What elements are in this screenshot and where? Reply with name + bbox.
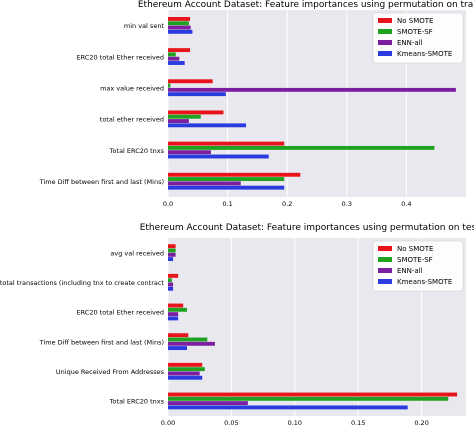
legend-label: ENN-all: [397, 267, 423, 275]
legend: No SMOTE SMOTE-SF ENN-all Kmeans-SMOTE: [372, 12, 464, 64]
legend-label: SMOTE-SF: [397, 28, 433, 36]
category-label: min val sent: [124, 22, 165, 30]
train-chart-svg: Ethereum Account Dataset: Feature import…: [39, 0, 474, 208]
chart-title: Ethereum Account Dataset: Feature import…: [140, 223, 474, 233]
legend-swatch: [378, 18, 392, 23]
legend-box: [372, 12, 464, 64]
x-tick-label: 0.20: [414, 419, 428, 427]
bar-smote-sf-3: [168, 114, 201, 119]
bar-kmeans-smote-1: [168, 286, 174, 291]
bar-smote-sf-2: [168, 307, 188, 312]
test-importance-chart: Ethereum Account Dataset: Feature import…: [0, 218, 474, 431]
bar-kmeans-smote-3: [168, 346, 188, 351]
bar-kmeans-smote-1: [168, 61, 185, 65]
legend-swatch: [378, 268, 392, 273]
x-tick-label: 0.4: [401, 200, 411, 208]
category-label: avg val received: [110, 249, 164, 257]
bar-no-smote-1: [168, 273, 179, 278]
legend: No SMOTE SMOTE-SF ENN-all Kmeans-SMOTE: [372, 240, 464, 292]
bar-enn-all-3: [168, 119, 189, 123]
legend-label: No SMOTE: [397, 245, 433, 253]
bar-enn-all-3: [168, 341, 215, 346]
legend-label: Kmeans-SMOTE: [397, 50, 452, 58]
train-importance-chart: Ethereum Account Dataset: Feature import…: [39, 0, 474, 208]
bar-enn-all-0: [168, 252, 176, 257]
bar-no-smote-3: [168, 110, 224, 115]
bar-no-smote-1: [168, 48, 191, 53]
bar-smote-sf-0: [168, 248, 176, 253]
bar-smote-sf-3: [168, 337, 208, 342]
bar-kmeans-smote-4: [168, 375, 203, 380]
legend-label: No SMOTE: [397, 17, 433, 25]
bar-no-smote-3: [168, 333, 189, 338]
x-tick-label: 0.1: [222, 200, 232, 208]
bar-smote-sf-5: [168, 396, 449, 401]
category-label: total transactions (including tnx to cre…: [0, 279, 164, 287]
bar-kmeans-smote-0: [168, 29, 193, 34]
x-tick-label: 0.10: [288, 419, 302, 427]
legend-box: [372, 240, 464, 292]
bar-no-smote-2: [168, 79, 213, 84]
bar-enn-all-0: [168, 25, 191, 30]
legend-swatch: [378, 29, 392, 34]
bar-smote-sf-4: [168, 367, 205, 372]
legend-swatch: [378, 257, 392, 262]
bar-enn-all-5: [168, 181, 241, 186]
bar-kmeans-smote-0: [168, 257, 174, 262]
category-label: ERC20 total Ether received: [77, 53, 165, 61]
legend-swatch: [378, 51, 392, 56]
bar-kmeans-smote-4: [168, 154, 269, 159]
x-tick-label: 0.00: [161, 419, 175, 427]
bar-no-smote-0: [168, 244, 176, 249]
bar-no-smote-5: [168, 172, 301, 177]
legend-swatch: [378, 40, 392, 45]
chart-title: Ethereum Account Dataset: Feature import…: [138, 0, 474, 10]
legend-label: SMOTE-SF: [397, 256, 433, 264]
category-label: max value received: [100, 84, 164, 92]
x-tick-label: 0.0: [163, 200, 173, 208]
bar-no-smote-4: [168, 141, 285, 146]
category-label: ERC20 total Ether received: [77, 309, 165, 317]
bar-smote-sf-4: [168, 145, 435, 150]
x-tick-label: 0.2: [282, 200, 292, 208]
bar-kmeans-smote-5: [168, 405, 408, 410]
bar-kmeans-smote-2: [168, 316, 179, 321]
bar-no-smote-5: [168, 392, 458, 397]
bar-smote-sf-1: [168, 52, 176, 57]
x-tick-label: 0.3: [342, 200, 352, 208]
legend-label: Kmeans-SMOTE: [397, 278, 452, 286]
bar-enn-all-1: [168, 282, 174, 287]
bar-no-smote-4: [168, 362, 203, 367]
bar-smote-sf-1: [168, 278, 172, 283]
x-tick-label: 0.15: [351, 419, 365, 427]
test-chart-svg: Ethereum Account Dataset: Feature import…: [0, 223, 474, 427]
x-tick-label: 0.05: [224, 419, 238, 427]
legend-label: ENN-all: [397, 39, 423, 47]
category-label: Total ERC20 tnxs: [109, 398, 165, 406]
category-label: Unique Received From Addresses: [56, 368, 165, 376]
bar-no-smote-0: [168, 16, 191, 21]
bar-kmeans-smote-2: [168, 92, 226, 97]
bar-enn-all-4: [168, 371, 200, 376]
bar-kmeans-smote-5: [168, 185, 285, 190]
bar-enn-all-2: [168, 87, 456, 92]
bar-smote-sf-5: [168, 177, 285, 182]
bar-kmeans-smote-3: [168, 123, 247, 128]
legend-swatch: [378, 279, 392, 284]
category-label: total ether received: [100, 116, 164, 124]
bar-smote-sf-2: [168, 83, 171, 88]
bar-enn-all-5: [168, 401, 248, 406]
bar-enn-all-4: [168, 150, 211, 155]
category-label: Time Diff between first and last (Mins): [39, 178, 164, 186]
category-label: Total ERC20 tnxs: [109, 147, 165, 155]
bar-smote-sf-0: [168, 21, 189, 26]
legend-swatch: [378, 246, 392, 251]
bar-no-smote-2: [168, 303, 184, 308]
bar-enn-all-1: [168, 56, 180, 61]
bar-enn-all-2: [168, 312, 179, 317]
category-label: Time Diff between first and last (Mins): [39, 338, 164, 346]
